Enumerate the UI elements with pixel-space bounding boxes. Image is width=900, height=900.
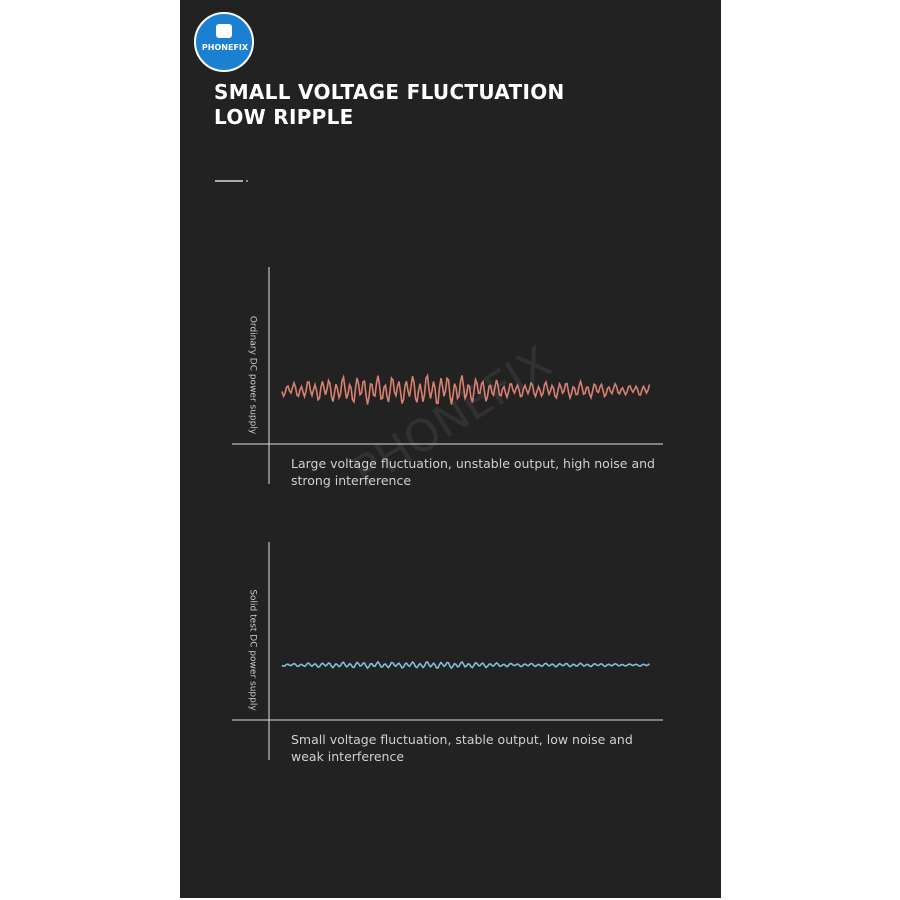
logo-text: PHONEFIX [202, 43, 249, 52]
title-line: LOW RIPPLE [214, 105, 354, 129]
waveform [281, 660, 650, 670]
waveform [281, 373, 651, 405]
divider-dot [246, 180, 248, 182]
caption: Small voltage fluctuation, stable output… [291, 732, 633, 764]
title-line: SMALL VOLTAGE FLUCTUATION [214, 80, 565, 104]
panel: Ordinary DC power supply [232, 267, 663, 484]
axis-label: Ordinary DC power supply [248, 316, 258, 435]
logo-circle [194, 12, 254, 72]
dark-panel [180, 0, 721, 898]
caption: Large voltage fluctuation, unstable outp… [291, 456, 655, 488]
logo-icon [216, 24, 232, 38]
axis-label: Solid test DC power supply [248, 589, 258, 711]
panel: Solid test DC power supply [232, 542, 663, 760]
